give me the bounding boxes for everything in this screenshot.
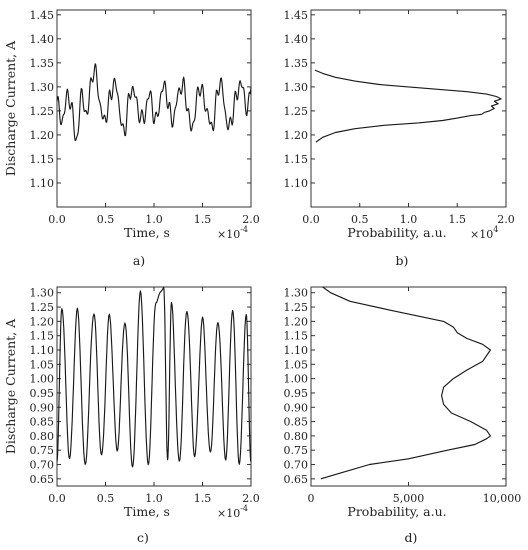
- x-axis-label: Probability, a.u.: [347, 504, 446, 519]
- plot-frame-d: [310, 286, 507, 487]
- plot-frame-b: [310, 9, 507, 208]
- series-line-b: [314, 69, 502, 143]
- y-tick-label: 1.30: [30, 287, 55, 300]
- y-tick-label: 1.25: [284, 301, 309, 314]
- y-tick-label: 1.30: [30, 81, 55, 94]
- series-line-d: [320, 286, 491, 480]
- y-tick-label: 0.70: [30, 459, 55, 472]
- x-tick-label: 5,000: [393, 492, 425, 505]
- y-tick-label: 0.95: [284, 387, 309, 400]
- y-axis-label: Discharge Current, A: [3, 318, 18, 454]
- plot-frame-a: [56, 9, 252, 208]
- x-exponent: -4: [240, 504, 248, 513]
- y-tick-label: 0.65: [284, 473, 309, 486]
- x-axis-label: Time, s: [124, 504, 170, 519]
- y-tick-label: 0.85: [30, 416, 55, 429]
- x-tick-label: 0.0: [48, 213, 66, 226]
- x-tick-label: 2.0: [242, 492, 260, 505]
- panel-label-d: d): [405, 530, 418, 545]
- y-tick-label: 1.25: [30, 301, 55, 314]
- x-tick-label: 0.0: [48, 492, 66, 505]
- x-tick-label: 1.5: [194, 213, 212, 226]
- x-exponent: 4: [493, 225, 498, 234]
- panel-label-c: c): [137, 530, 149, 545]
- x-multiplier: ×10-4: [217, 225, 248, 241]
- x-tick-label: 0: [308, 492, 315, 505]
- y-tick-label: 1.10: [284, 344, 309, 357]
- y-tick-label: 1.10: [30, 344, 55, 357]
- x-exponent: -4: [240, 225, 248, 234]
- y-tick-label: 0.75: [30, 444, 55, 457]
- panel-b: 1.10 1.15 1.20 1.25 1.30 1.35 1.40 1.45 0.0 0.5 1.…: [284, 9, 515, 268]
- y-tick-label: 1.05: [30, 358, 55, 371]
- series-line-a: [56, 63, 252, 142]
- y-tick-label: 1.00: [30, 373, 55, 386]
- y-tick-label: 1.45: [30, 9, 55, 22]
- x-multiplier: ×10-4: [217, 504, 248, 520]
- y-tick-label: 1.30: [284, 287, 309, 300]
- y-tick-label: 1.30: [284, 81, 309, 94]
- y-tick-label: 1.40: [284, 33, 309, 46]
- y-tick-label: 1.35: [30, 57, 55, 70]
- x-tick-label: 1.5: [449, 213, 467, 226]
- x-tick-label: 1.5: [194, 492, 212, 505]
- y-tick-label: 1.40: [30, 33, 55, 46]
- y-tick-label: 1.00: [284, 373, 309, 386]
- y-tick-label: 1.10: [284, 177, 309, 190]
- panel-c: 0.650.70 0.750.800.85 0.900.951.00 1.051.10…: [3, 286, 260, 545]
- y-tick-label: 1.10: [30, 177, 55, 190]
- x-tick-label: 2.0: [242, 213, 260, 226]
- y-tick-label: 1.20: [30, 129, 55, 142]
- y-tick-label: 0.95: [30, 387, 55, 400]
- y-tick-label: 1.35: [284, 57, 309, 70]
- x-tick-label: 10,000: [483, 492, 522, 505]
- y-tick-label: 0.70: [284, 459, 309, 472]
- y-tick-label: 1.20: [30, 315, 55, 328]
- y-tick-label: 0.75: [284, 444, 309, 457]
- y-tick-label: 0.90: [284, 401, 309, 414]
- y-tick-label: 0.65: [30, 473, 55, 486]
- y-tick-label: 1.15: [30, 153, 55, 166]
- y-axis-label: Discharge Current, A: [3, 40, 18, 176]
- x-tick-label: 0.0: [302, 213, 320, 226]
- y-tick-label: 0.85: [284, 416, 309, 429]
- x-tick-label: 0.5: [97, 492, 115, 505]
- y-tick-label: 1.25: [30, 105, 55, 118]
- y-tick-label: 1.15: [30, 330, 55, 343]
- panel-d: 0.650.70 0.750.800.85 0.900.951.00 1.051.10…: [284, 286, 522, 545]
- x-multiplier: ×104: [470, 225, 498, 241]
- x-tick-label: 1.0: [145, 213, 163, 226]
- x-axis-label: Probability, a.u.: [347, 225, 446, 240]
- panel-label-b: b): [396, 253, 409, 268]
- y-tick-label: 1.05: [284, 358, 309, 371]
- x-tick-label: 1.0: [145, 492, 163, 505]
- y-tick-label: 1.15: [284, 330, 309, 343]
- y-tick-label: 1.25: [284, 105, 309, 118]
- panel-label-a: a): [133, 253, 145, 268]
- y-tick-label: 0.80: [30, 430, 55, 443]
- y-tick-label: 1.45: [284, 9, 309, 22]
- y-tick-label: 1.15: [284, 153, 309, 166]
- x-axis-label: Time, s: [124, 225, 170, 240]
- x-tick-label: 0.5: [351, 213, 369, 226]
- panel-a: 1.10 1.15 1.20 1.25 1.30 1.35 1.40 1.45 0.0 0.5 1.…: [3, 9, 260, 268]
- y-tick-label: 0.80: [284, 430, 309, 443]
- x-tick-label: 0.5: [97, 213, 115, 226]
- y-tick-label: 0.90: [30, 401, 55, 414]
- y-tick-label: 1.20: [284, 315, 309, 328]
- x-tick-label: 2.0: [497, 213, 515, 226]
- x-tick-label: 1.0: [400, 213, 418, 226]
- series-line-c: [56, 286, 252, 468]
- y-tick-label: 1.20: [284, 129, 309, 142]
